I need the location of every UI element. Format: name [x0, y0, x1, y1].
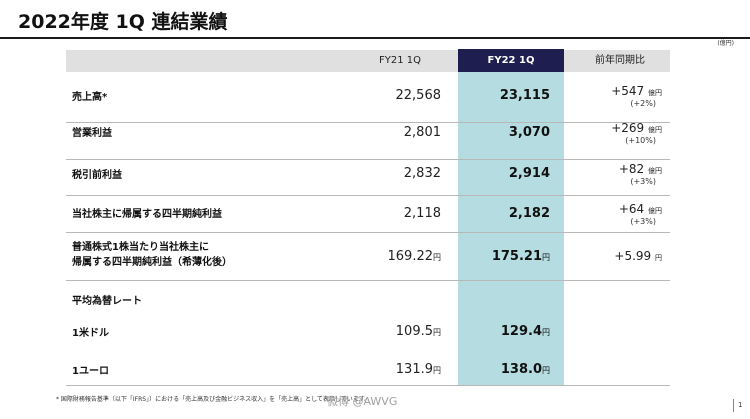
cell-fy21-eur: 131.9円 [395, 362, 441, 377]
cell-fy22-sales: 23,115 [499, 88, 550, 103]
row-label-net-income: 当社株主に帰属する四半期純利益 [72, 209, 222, 220]
cell-fy22-usd: 129.4円 [500, 324, 550, 339]
cell-pct-operating-income: (+10%) [625, 136, 656, 145]
cell-fy21-usd: 109.5円 [395, 324, 441, 339]
row-divider [66, 195, 670, 196]
row-label-eur: 1ユーロ [72, 366, 109, 377]
cell-fy21-operating-income: 2,801 [403, 125, 441, 140]
cell-fy21-sales: 22,568 [395, 88, 442, 103]
row-label-sales: 売上高* [72, 92, 108, 103]
row-divider [66, 159, 670, 160]
watermark: 微博 @AWVG [327, 395, 398, 408]
row-label-operating-income: 営業利益 [72, 128, 112, 139]
header-fy21: FY21 1Q [379, 55, 421, 66]
row-label-eps-line2: 帰属する四半期純利益（希薄化後） [72, 257, 232, 268]
page-number: 1 [733, 399, 742, 412]
cell-fy22-eps: 175.21円 [491, 249, 550, 264]
cell-fy21-pretax-income: 2,832 [403, 166, 441, 181]
table-bottom-rule [66, 385, 670, 386]
cell-fy22-eur: 138.0円 [500, 362, 550, 377]
cell-yoy-sales: +547 億円 [611, 84, 662, 98]
cell-yoy-operating-income: +269 億円 [611, 121, 662, 135]
cell-fy21-eps: 169.22円 [387, 249, 442, 264]
header-yoy: 前年同期比 [595, 55, 645, 66]
cell-pct-net-income: (+3%) [630, 217, 656, 226]
footnote: * 国際財務報告基準（以下「IFRS」）における「売上高及び金融ビジネス収入」を… [56, 396, 371, 403]
cell-pct-pretax-income: (+3%) [630, 177, 656, 186]
header-fy22: FY22 1Q [458, 49, 564, 72]
cell-yoy-net-income: +64 億円 [618, 202, 662, 216]
fx-section-heading: 平均為替レート [72, 296, 142, 307]
cell-fy22-net-income: 2,182 [508, 206, 550, 221]
cell-fy21-net-income: 2,118 [403, 206, 441, 221]
row-label-usd: 1米ドル [72, 328, 109, 339]
cell-fy22-operating-income: 3,070 [508, 125, 550, 140]
fy22-highlight-column [458, 72, 564, 385]
cell-yoy-eps: +5.99 円 [614, 249, 662, 263]
row-label-eps-line1: 普通株式1株当たり当社株主に [72, 242, 209, 253]
cell-fy22-pretax-income: 2,914 [508, 166, 550, 181]
row-divider [66, 122, 670, 123]
cell-pct-sales: (+2%) [630, 99, 656, 108]
title-divider [0, 37, 750, 39]
row-label-pretax-income: 税引前利益 [72, 170, 122, 181]
page-title: 2022年度 1Q 連結業績 [18, 11, 228, 33]
row-divider [66, 280, 670, 281]
row-divider [66, 232, 670, 233]
cell-yoy-pretax-income: +82 億円 [618, 162, 662, 176]
unit-label: (億円) [717, 40, 734, 47]
